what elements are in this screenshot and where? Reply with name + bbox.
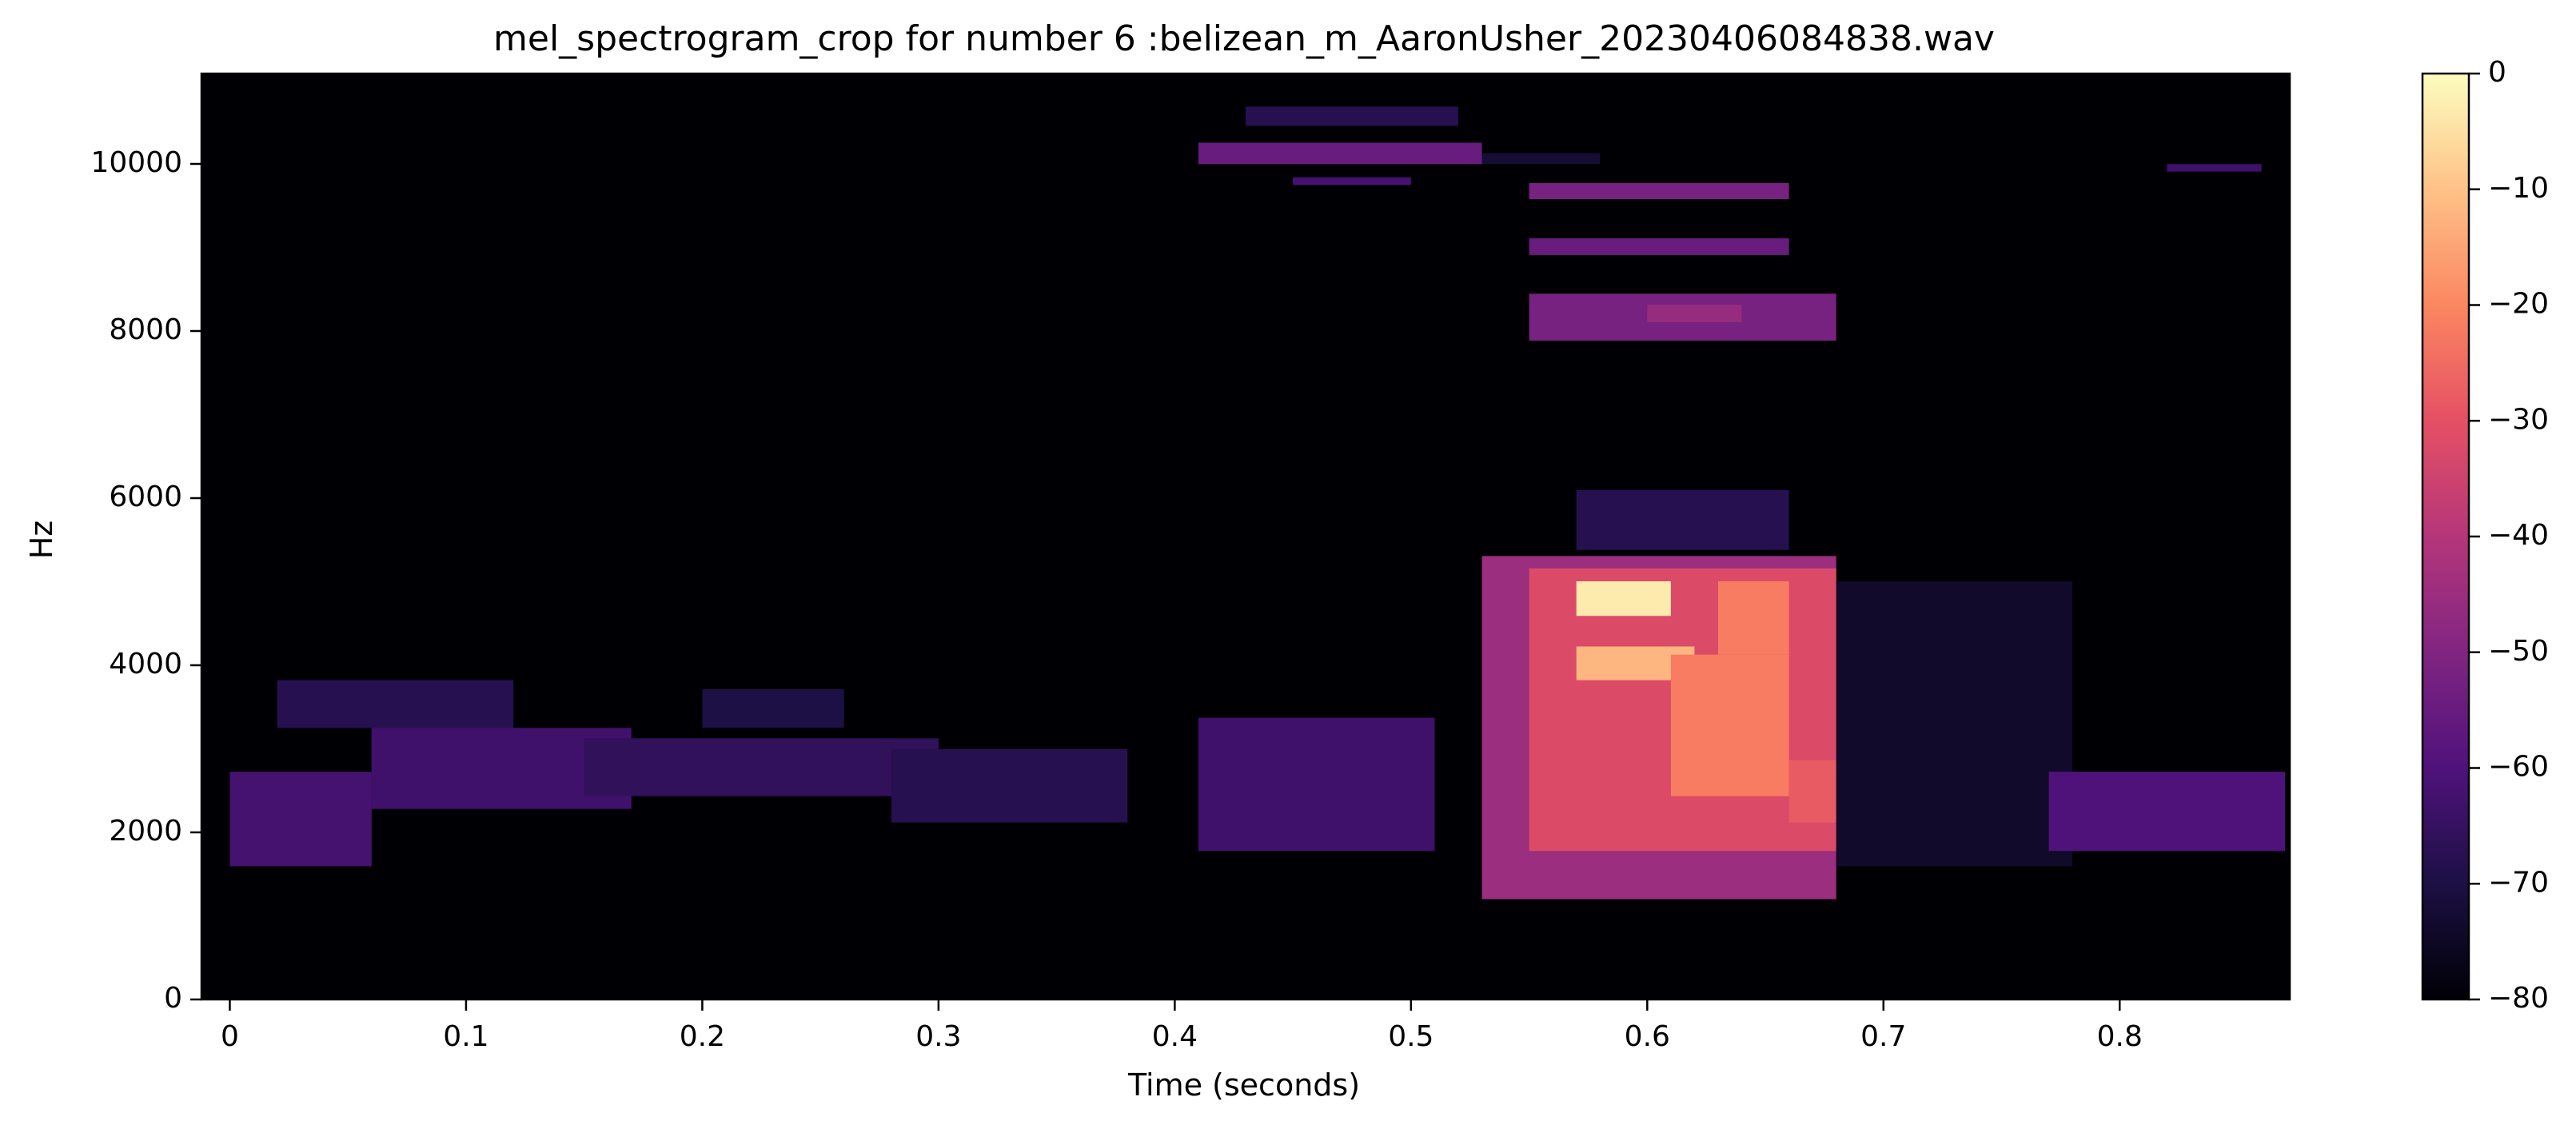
heatmap-cell [1718,581,1789,655]
heatmap-cell [2167,164,2262,172]
y-tick-label: 8000 [109,313,182,346]
heatmap-cell [1576,581,1671,616]
heatmap-cells [229,106,2286,900]
x-tick-label: 0.8 [2097,1020,2143,1053]
y-axis-label: Hz [24,521,59,560]
x-tick-label: 0.2 [680,1020,725,1053]
heatmap-cell [584,738,939,796]
chart-title: mel_spectrogram_crop for number 6 :beliz… [493,18,1995,59]
colorbar-tick-label: −20 [2488,288,2549,321]
x-axis-ticks: 0 0.1 0.2 0.3 0.4 0.5 0.6 0.7 0.8 [221,999,2143,1053]
heatmap-cell [1198,717,1435,852]
heatmap-cell [1481,153,1601,165]
heatmap-cell [1529,238,1789,255]
heatmap-cell [1788,760,1836,823]
heatmap-cell [229,772,372,867]
heatmap-cell [1836,581,2073,867]
plot-frame [200,72,2291,1001]
y-tick-label: 0 [164,982,182,1015]
colorbar-tick-label: −70 [2488,866,2549,899]
x-tick-label: 0.1 [443,1020,488,1053]
heatmap-cell [1670,654,1789,796]
colorbar-tick-label: −60 [2488,751,2549,784]
x-tick-label: 0.6 [1625,1020,1670,1053]
colorbar-tick-label: −10 [2488,172,2549,205]
x-axis-label: Time (seconds) [1127,1067,1360,1103]
heatmap-cell [1647,305,1742,322]
colorbar-ticks: 0 −10 −20 −30 −40 −50 −60 −70 −80 [2469,56,2549,1015]
y-tick-label: 2000 [109,815,182,848]
colorbar-tick-label: −50 [2488,635,2549,668]
colorbar-tick-label: −40 [2488,519,2549,552]
heatmap-cell [2048,772,2286,852]
heatmap-cell [1198,142,1482,165]
heatmap-cell [891,748,1128,823]
heatmap-cell [1529,183,1789,199]
colorbar [2421,72,2470,1001]
x-tick-label: 0.5 [1388,1020,1434,1053]
x-tick-label: 0.7 [1860,1020,1906,1053]
y-tick-label: 10000 [90,146,182,179]
x-tick-label: 0.4 [1152,1020,1198,1053]
x-tick-label: 0 [221,1020,239,1053]
colorbar-tick-label: 0 [2488,56,2506,89]
colorbar-tick-label: −80 [2488,982,2549,1015]
heatmap-cell [277,680,514,728]
heatmap-cell [1246,106,1458,126]
colorbar-tick-label: −30 [2488,403,2549,436]
y-axis-ticks: 0 2000 4000 6000 8000 10000 [90,146,201,1015]
y-tick-label: 4000 [109,648,182,680]
y-tick-label: 6000 [109,481,182,513]
heatmap-cell [702,688,844,728]
heatmap-cell [1293,177,1411,186]
x-tick-label: 0.3 [915,1020,961,1053]
heatmap-cell [1576,489,1789,550]
